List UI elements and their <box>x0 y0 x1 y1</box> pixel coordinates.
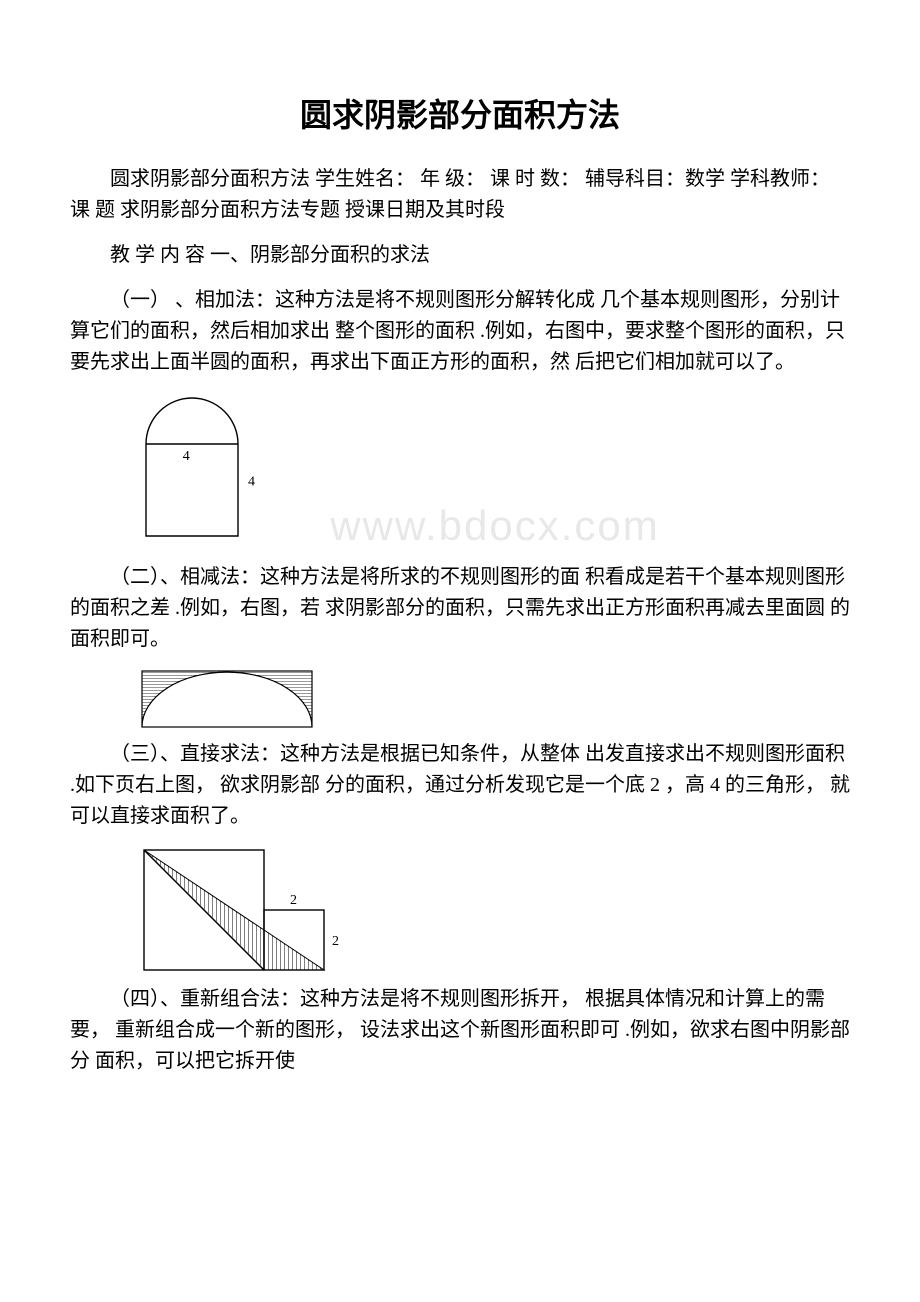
method-4-paragraph: （四）、重新组合法：这种方法是将不规则图形拆开， 根据具体情况和计算上的需要， … <box>70 984 850 1077</box>
svg-text:4: 4 <box>183 449 190 464</box>
figure-2-corners <box>140 669 314 729</box>
svg-text:2: 2 <box>290 893 297 908</box>
figure-1-container: www.bdocx.com 44 <box>140 392 850 552</box>
svg-text:2: 2 <box>332 934 339 949</box>
figure-1-arch: 44 <box>140 392 282 542</box>
page-title: 圆求阴影部分面积方法 <box>70 90 850 136</box>
figure-3-triangle: 22 <box>140 846 360 974</box>
svg-text:4: 4 <box>248 474 255 489</box>
section-header: 教 学 内 容 一、阴影部分面积的求法 <box>70 240 850 271</box>
watermark-text: www.bdocx.com <box>330 502 659 550</box>
intro-paragraph: 圆求阴影部分面积方法 学生姓名： 年 级： 课 时 数： 辅导科目：数学 学科教… <box>70 164 850 226</box>
method-2-paragraph: （二）、相减法：这种方法是将所求的不规则图形的面 积看成是若干个基本规则图形的面… <box>70 562 850 655</box>
method-1-paragraph: （一） 、相加法：这种方法是将不规则图形分解转化成 几个基本规则图形，分别计算它… <box>70 285 850 378</box>
method-3-paragraph: （三）、直接求法：这种方法是根据已知条件，从整体 出发直接求出不规则图形面积 .… <box>70 739 850 832</box>
figure-2-container <box>140 669 850 729</box>
figure-3-container: 22 <box>140 846 850 974</box>
